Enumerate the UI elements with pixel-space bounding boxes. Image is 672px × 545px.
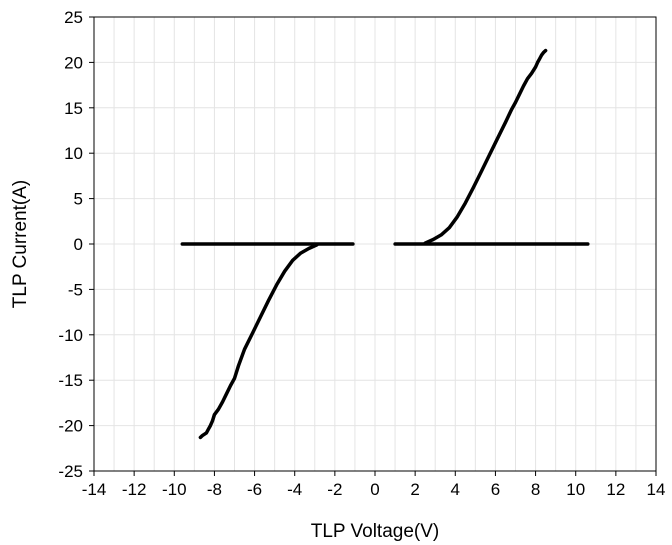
y-tick-label: -20 [58,417,83,436]
y-tick-label: 15 [64,99,83,118]
y-tick-label: 10 [64,144,83,163]
y-tick-label: 20 [64,53,83,72]
x-tick-label: 12 [606,480,625,499]
plot-frame [93,16,657,472]
grid [94,17,656,471]
y-tick-label: -25 [58,462,83,481]
series-group [180,48,590,440]
y-tick-label: 25 [64,8,83,27]
y-axis-title: TLP Current(A) [10,180,31,308]
x-tick-label: 8 [531,480,540,499]
x-tick-label: -12 [122,480,147,499]
x-tick-label: 4 [451,480,460,499]
y-tick-label: -10 [58,326,83,345]
x-axis-title: TLP Voltage(V) [311,521,440,542]
x-tick-label: -4 [287,480,302,499]
x-tick-label: -6 [247,480,262,499]
series-line-2 [423,48,548,245]
x-tick-label: -10 [162,480,187,499]
x-tick-labels: -14 -12 -10 -8 -6 -4 -2 0 2 4 6 8 10 12 14 [82,480,666,499]
y-tick-labels: -25 -20 -15 -10 -5 0 5 10 15 20 25 [58,8,83,481]
axis-ticks [89,16,657,476]
x-tick-label: 0 [370,480,379,499]
series-line-4 [198,243,319,440]
x-tick-label: 10 [566,480,585,499]
y-tick-label: -5 [68,280,83,299]
x-tick-label: 6 [491,480,500,499]
y-tick-label: 5 [74,190,83,209]
x-tick-label: 14 [647,480,666,499]
x-tick-label: 2 [410,480,419,499]
y-tick-label: 0 [74,235,83,254]
y-tick-label: -15 [58,371,83,390]
x-tick-label: -2 [327,480,342,499]
x-tick-label: -8 [207,480,222,499]
x-tick-label: -14 [82,480,107,499]
